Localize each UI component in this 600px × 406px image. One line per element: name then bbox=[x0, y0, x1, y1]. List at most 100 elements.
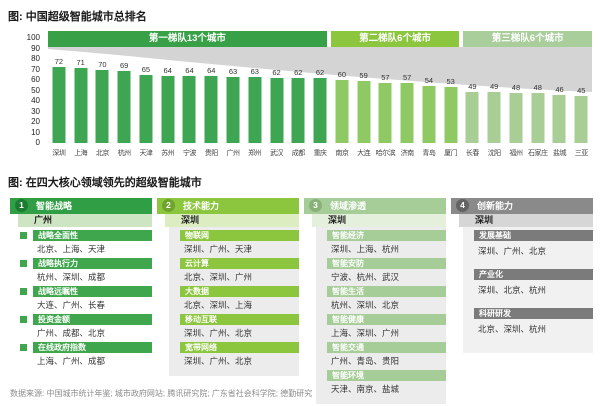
subcategory-cities: 天津、南京、盐城 bbox=[331, 384, 400, 394]
bar-value-label: 64 bbox=[207, 65, 216, 75]
subcategory-cities: 深圳、广州、天津 bbox=[184, 244, 253, 254]
bar-value-label: 46 bbox=[555, 84, 564, 94]
subcategory-item: 智能环境 天津、南京、盐城 bbox=[316, 370, 446, 398]
subcategory-item: 科研研发北京、深圳、杭州 bbox=[463, 308, 593, 338]
subcategory-item: 战略远瞩性大连、广州、长春 bbox=[20, 286, 152, 314]
bar-city-label: 大连 bbox=[357, 150, 371, 157]
bar-value-label: 71 bbox=[76, 58, 85, 68]
bar-value-label: 65 bbox=[141, 64, 151, 74]
bar-city-label: 三亚 bbox=[574, 150, 588, 157]
bar-city-label: 深圳 bbox=[52, 150, 66, 157]
subcategory-bar-战略远瞩性: 战略远瞩性 bbox=[20, 286, 152, 297]
bar-city-label: 郑州 bbox=[248, 150, 262, 157]
bar-cell-天津: 65 天津 bbox=[135, 38, 157, 161]
column-title: 智能战略 bbox=[36, 201, 73, 211]
capability-column-智能战略: 1 智能战略 广州 战略全面性 北京、上海、天津 战略执行力 杭州、深圳、成都 战略远瞩性 大连… bbox=[10, 198, 152, 376]
subcategory-item: 智能交通 广州、青岛、贵阳 bbox=[316, 342, 446, 370]
bar-cell-贵阳: 64 贵阳 bbox=[200, 38, 222, 161]
chart-bar-福州 bbox=[509, 92, 523, 143]
bar-city-label: 南京 bbox=[335, 150, 349, 157]
bar-cell-长春: 49 长春 bbox=[462, 38, 484, 161]
y-axis-tick-50: 50 bbox=[31, 85, 40, 95]
chart-bar-北京 bbox=[95, 69, 109, 143]
tier-band-1: 第一梯队13个城市 bbox=[48, 31, 327, 47]
bar-value-label: 63 bbox=[228, 66, 238, 76]
subcategory-cities: 上海、广州、成都 bbox=[37, 356, 106, 366]
subcategory-bar-智能生活: 智能生活 bbox=[327, 286, 446, 297]
column-number-badge: 1 bbox=[15, 199, 28, 212]
y-axis-tick-40: 40 bbox=[31, 96, 40, 105]
bar-cell-武汉: 62 武汉 bbox=[266, 38, 288, 161]
column-title: 领域渗透 bbox=[330, 201, 367, 211]
chart-bar-上海 bbox=[74, 68, 88, 143]
bar-value-label: 49 bbox=[490, 81, 499, 91]
subcategory-bar-科研研发: 科研研发 bbox=[474, 308, 593, 319]
subcategory-cities: 深圳、上海、杭州 bbox=[331, 244, 400, 254]
subcategory-bar-在线政府指数: 在线政府指数 bbox=[20, 342, 152, 353]
bar-value-label: 69 bbox=[120, 60, 129, 70]
subcategory-item: 智能健康 上海、深圳、广州 bbox=[316, 314, 446, 342]
subcategory-item: 宽带网络 深圳、广州、北京 bbox=[169, 342, 299, 370]
bar-city-label: 青岛 bbox=[422, 150, 436, 157]
y-axis-tick-30: 30 bbox=[31, 106, 40, 116]
trend-area-shape bbox=[48, 47, 592, 92]
bar-city-label: 成都 bbox=[291, 150, 305, 157]
subcategory-item: 产业化 深圳、北京、杭州 bbox=[463, 269, 593, 299]
bar-value-label: 62 bbox=[315, 67, 325, 77]
chart-bar-三亚 bbox=[574, 95, 588, 143]
subcategory-cities: 大连、广州、长春 bbox=[37, 300, 106, 310]
bar-cell-济南: 57 济南 bbox=[396, 38, 418, 161]
bar-cell-大连: 59 大连 bbox=[353, 38, 375, 161]
bar-cell-宁波: 64 宁波 bbox=[179, 38, 201, 161]
bar-city-label: 宁波 bbox=[182, 150, 196, 157]
subcategory-bar-智能经济: 智能经济 bbox=[327, 230, 446, 241]
subcategory-cities: 北京、深圳、杭州 bbox=[478, 324, 547, 334]
capability-column-创新能力: 4 创新能力 深圳 发展基础 深圳、广州、北京 产业化 深圳、北京、杭州 科研研发 北京、深圳、… bbox=[451, 198, 593, 353]
subcategory-bar-物联网: 物联网 bbox=[180, 230, 299, 241]
subcategory-item: 云计算 北京、深圳、广州 bbox=[169, 258, 299, 286]
subcategory-item: 发展基础 深圳、广州、北京 bbox=[463, 230, 593, 260]
bar-cell-厦门: 53 厦门 bbox=[440, 38, 462, 161]
bar-cell-沈阳: 49 沈阳 bbox=[483, 38, 505, 161]
y-axis-tick-20: 20 bbox=[31, 117, 40, 126]
bar-cell-石家庄: 48 石家庄 bbox=[527, 38, 549, 161]
chart-bar-石家庄 bbox=[531, 92, 545, 143]
bar-city-label: 贵阳 bbox=[204, 150, 218, 157]
chart-bar-杭州 bbox=[117, 70, 131, 143]
subcategory-item: 在线政府指数上海、广州、成都 bbox=[20, 342, 152, 370]
subcategory-item: 智能经济深圳、上海、杭州 bbox=[316, 230, 446, 258]
bar-cell-苏州: 64 苏州 bbox=[157, 38, 179, 161]
subcategory-cities: 北京、深圳、上海 bbox=[184, 300, 253, 310]
subcategory-cities: 广州、成都、北京 bbox=[37, 328, 106, 338]
column-title: 技术能力 bbox=[183, 201, 220, 211]
subcategory-bar-智能交通: 智能交通 bbox=[327, 342, 446, 353]
column-header: 1 智能战略 bbox=[10, 198, 152, 214]
subcategory-cities: 北京、深圳、广州 bbox=[184, 272, 253, 282]
bar-cell-福州: 48 福州 bbox=[505, 38, 527, 161]
column-panel: 战略全面性 北京、上海、天津 战略执行力 杭州、深圳、成都 战略远瞩性 大连、广州、长春投… bbox=[20, 227, 152, 376]
subcategory-item: 智能安防 宁波、杭州、武汉 bbox=[316, 258, 446, 286]
bar-cell-重庆: 62 重庆 bbox=[309, 38, 331, 161]
tier-band-2: 第二梯队6个城市 bbox=[330, 31, 460, 47]
bar-cell-郑州: 63 郑州 bbox=[244, 38, 266, 161]
chart-bar-天津 bbox=[139, 74, 153, 143]
bar-city-label: 长春 bbox=[465, 150, 479, 157]
bar-city-label: 盐城 bbox=[552, 150, 566, 157]
subcategory-cities: 北京、上海、天津 bbox=[37, 244, 106, 254]
subcategory-item: 移动互联 深圳、广州、北京 bbox=[169, 314, 299, 342]
tier-band-3: 第三梯队6个城市 bbox=[463, 31, 593, 47]
subcategory-cities: 深圳、北京、杭州 bbox=[478, 285, 547, 295]
subcategory-bar-智能安防: 智能安防 bbox=[327, 258, 446, 269]
subcategory-bar-发展基础: 发展基础 bbox=[474, 230, 593, 241]
column-header: 4 创新能力 bbox=[451, 198, 593, 214]
bar-city-label: 重庆 bbox=[313, 150, 327, 157]
y-axis-tick-60: 60 bbox=[31, 75, 40, 84]
subcategory-bar-移动互联: 移动互联 bbox=[180, 314, 299, 325]
bar-cell-盐城: 46 盐城 bbox=[549, 38, 571, 161]
chart-bar-长春 bbox=[465, 91, 479, 143]
bar-city-label: 北京 bbox=[95, 150, 109, 157]
column-title: 创新能力 bbox=[477, 201, 514, 211]
chart-bar-大连 bbox=[357, 81, 371, 143]
bar-value-label: 62 bbox=[272, 67, 281, 77]
